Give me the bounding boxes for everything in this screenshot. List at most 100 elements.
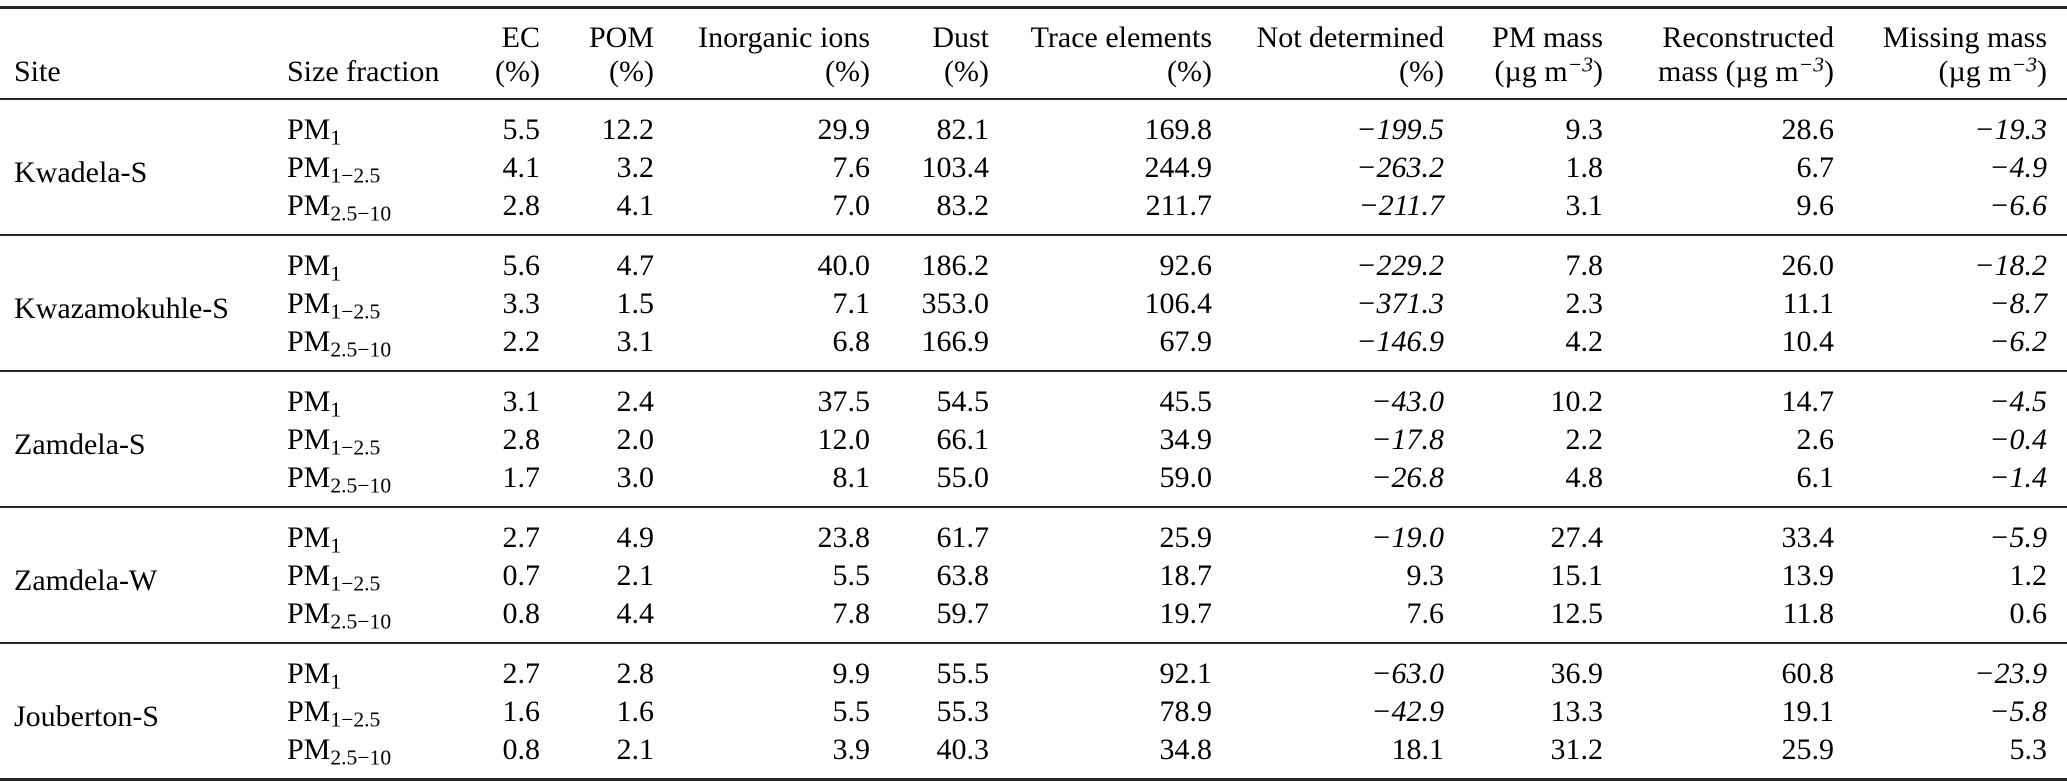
cell-pom: 2.8 (616, 657, 655, 690)
cell-ec: 2.8 (502, 189, 541, 222)
cell-not-determined: 18.1 (1391, 733, 1445, 766)
cell-inorganic-ions: 23.8 (817, 521, 871, 554)
exponent: −3 (1567, 52, 1593, 77)
cell-trace-elements: 106.4 (1144, 287, 1213, 320)
cell-pm-mass: 27.4 (1550, 521, 1604, 554)
table-row: PM1−2.5 3.3 1.5 7.1 353.0 106.4 −371.3 2… (0, 285, 2067, 323)
table-row: PM2.5−10 1.7 3.0 8.1 55.0 59.0 −26.8 4.8… (0, 459, 2067, 507)
cell-trace-elements: 34.9 (1159, 423, 1213, 456)
cell-site: Jouberton-S (14, 699, 159, 733)
cell-pm-mass: 36.9 (1550, 657, 1604, 690)
cell-size-fraction: PM2.5−10 (287, 597, 392, 634)
cell-not-determined: −26.8 (1371, 461, 1444, 494)
cell-pom: 2.1 (616, 559, 655, 592)
exponent: −3 (1798, 52, 1824, 77)
cell-size-fraction: PM1 (287, 657, 342, 694)
subscript: 1−2.5 (330, 163, 381, 188)
cell-not-determined: −263.2 (1356, 151, 1444, 184)
cell-dust: 66.1 (936, 423, 990, 456)
cell-inorganic-ions: 7.6 (832, 151, 871, 184)
cell-inorganic-ions: 8.1 (832, 461, 871, 494)
cell-pm-mass: 15.1 (1550, 559, 1604, 592)
cell-pom: 3.2 (616, 151, 655, 184)
cell-reconstructed-mass: 25.9 (1781, 733, 1835, 766)
cell-missing-mass: −23.9 (1974, 657, 2047, 690)
cell-dust: 59.7 (936, 597, 990, 630)
site-group-kwadela-s: Kwadela-S PM1 5.5 12.2 29.9 82.1 169.8 −… (0, 99, 2067, 235)
cell-dust: 103.4 (921, 151, 990, 184)
cell-dust: 82.1 (936, 113, 990, 146)
table-row: PM1−2.5 4.1 3.2 7.6 103.4 244.9 −263.2 1… (0, 149, 2067, 187)
cell-missing-mass: −4.9 (1989, 151, 2047, 184)
subscript: 1 (330, 533, 342, 558)
cell-pm-mass: 4.2 (1565, 325, 1604, 358)
cell-ec: 5.5 (502, 113, 541, 146)
cell-reconstructed-mass: 28.6 (1781, 113, 1835, 146)
cell-not-determined: −211.7 (1358, 189, 1444, 222)
cell-not-determined: −371.3 (1356, 287, 1444, 320)
cell-size-fraction: PM1 (287, 385, 342, 422)
exponent: −3 (2011, 52, 2037, 77)
cell-size-fraction: PM1−2.5 (287, 287, 381, 324)
cell-trace-elements: 45.5 (1159, 385, 1213, 418)
cell-dust: 63.8 (936, 559, 990, 592)
subscript: 2.5−10 (330, 201, 392, 226)
cell-reconstructed-mass: 6.7 (1796, 151, 1835, 184)
cell-ec: 4.1 (502, 151, 541, 184)
cell-missing-mass: 0.6 (2009, 597, 2048, 630)
cell-size-fraction: PM1−2.5 (287, 423, 381, 460)
cell-ec: 2.7 (502, 521, 541, 554)
table-row: PM1−2.5 1.6 1.6 5.5 55.3 78.9 −42.9 13.3… (0, 693, 2067, 731)
cell-pom: 2.0 (616, 423, 655, 456)
subscript: 1 (330, 397, 342, 422)
cell-not-determined: −42.9 (1371, 695, 1444, 728)
subscript: 1 (330, 261, 342, 286)
cell-inorganic-ions: 29.9 (817, 113, 871, 146)
cell-pom: 3.1 (616, 325, 655, 358)
cell-size-fraction: PM2.5−10 (287, 325, 392, 362)
table-row: PM2.5−10 2.8 4.1 7.0 83.2 211.7 −211.7 3… (0, 187, 2067, 235)
cell-ec: 3.3 (502, 287, 541, 320)
subscript: 1−2.5 (330, 707, 381, 732)
subscript: 1−2.5 (330, 571, 381, 596)
cell-inorganic-ions: 5.5 (832, 559, 871, 592)
cell-pm-mass: 12.5 (1550, 597, 1604, 630)
cell-ec: 1.6 (502, 695, 541, 728)
cell-dust: 54.5 (936, 385, 990, 418)
header-site: Site (14, 55, 61, 88)
cell-trace-elements: 211.7 (1145, 189, 1212, 222)
header-dust: Dust (%) (932, 21, 989, 88)
table-row: PM2.5−10 2.2 3.1 6.8 166.9 67.9 −146.9 4… (0, 323, 2067, 371)
cell-reconstructed-mass: 14.7 (1781, 385, 1835, 418)
cell-reconstructed-mass: 2.6 (1796, 423, 1835, 456)
cell-pm-mass: 2.2 (1565, 423, 1604, 456)
subscript: 1−2.5 (330, 299, 381, 324)
cell-reconstructed-mass: 6.1 (1796, 461, 1835, 494)
cell-trace-elements: 92.1 (1159, 657, 1213, 690)
cell-size-fraction: PM2.5−10 (287, 189, 392, 226)
cell-reconstructed-mass: 9.6 (1796, 189, 1835, 222)
cell-dust: 55.0 (936, 461, 990, 494)
header-ec: EC (%) (495, 21, 540, 88)
cell-pm-mass: 9.3 (1565, 113, 1604, 146)
cell-site: Zamdela-S (14, 427, 146, 461)
cell-pom: 1.5 (616, 287, 655, 320)
cell-missing-mass: −4.5 (1989, 385, 2047, 418)
table-row: Jouberton-S PM1 2.7 2.8 9.9 55.5 92.1 −6… (0, 643, 2067, 733)
table-row: Kwadela-S PM1 5.5 12.2 29.9 82.1 169.8 −… (0, 99, 2067, 189)
cell-pm-mass: 10.2 (1550, 385, 1604, 418)
cell-dust: 55.5 (936, 657, 990, 690)
table-row: Zamdela-W PM1 2.7 4.9 23.8 61.7 25.9 −19… (0, 507, 2067, 597)
cell-pm-mass: 2.3 (1565, 287, 1604, 320)
site-group-zamdela-s: Zamdela-S PM1 3.1 2.4 37.5 54.5 45.5 −43… (0, 371, 2067, 507)
cell-inorganic-ions: 5.5 (832, 695, 871, 728)
cell-trace-elements: 92.6 (1159, 249, 1213, 282)
cell-ec: 0.7 (502, 559, 541, 592)
cell-site: Kwazamokuhle-S (14, 291, 229, 325)
header-trace-elements: Trace elements (%) (1030, 21, 1212, 88)
cell-ec: 1.7 (502, 461, 541, 494)
cell-pm-mass: 13.3 (1550, 695, 1604, 728)
cell-size-fraction: PM2.5−10 (287, 733, 392, 770)
cell-reconstructed-mass: 10.4 (1781, 325, 1835, 358)
